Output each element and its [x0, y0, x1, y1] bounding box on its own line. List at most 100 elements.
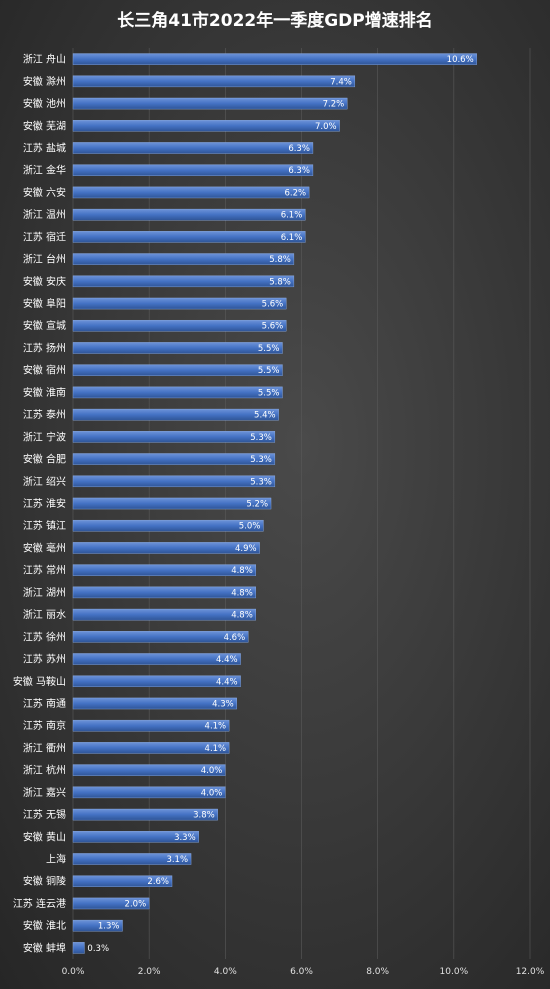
category-label: 安徽 六安 — [23, 186, 66, 199]
x-tick-label: 4.0% — [214, 967, 237, 977]
category-label: 安徽 合肥 — [23, 453, 66, 466]
bar — [72, 97, 348, 110]
bar — [72, 897, 150, 910]
data-label: 5.5% — [258, 388, 280, 398]
bar — [72, 675, 241, 688]
bar — [72, 186, 310, 199]
category-label: 浙江 衢州 — [23, 742, 66, 754]
category-label: 安徽 滁州 — [23, 75, 66, 88]
bar — [72, 53, 477, 65]
data-label: 5.4% — [254, 411, 276, 421]
data-label: 7.2% — [323, 100, 345, 110]
data-label: 7.4% — [330, 77, 352, 87]
data-label: 4.0% — [201, 766, 223, 776]
data-label: 4.0% — [201, 788, 223, 798]
data-label: 4.3% — [212, 699, 234, 709]
bar — [72, 475, 276, 488]
category-label: 江苏 常州 — [23, 564, 66, 577]
category-label: 安徽 安庆 — [23, 275, 66, 288]
data-label: 5.5% — [258, 344, 280, 354]
bar — [72, 608, 257, 621]
category-label: 安徽 亳州 — [23, 541, 66, 554]
data-label: 3.1% — [166, 855, 188, 865]
category-label: 浙江 嘉兴 — [23, 786, 66, 799]
data-label: 5.8% — [269, 277, 291, 287]
category-label: 安徽 阜阳 — [23, 297, 66, 310]
category-label: 江苏 南京 — [23, 719, 66, 732]
data-label: 4.8% — [231, 611, 253, 621]
bar — [72, 586, 257, 599]
bar — [72, 831, 199, 843]
x-tick-label: 10.0% — [440, 967, 469, 977]
bar — [72, 497, 272, 510]
category-label: 浙江 杭州 — [23, 764, 66, 777]
category-label: 江苏 南通 — [23, 697, 66, 710]
bar — [72, 764, 226, 776]
category-label: 江苏 徐州 — [23, 630, 66, 643]
data-label: 4.4% — [216, 655, 238, 665]
bar — [72, 431, 276, 443]
category-label: 江苏 扬州 — [23, 341, 66, 354]
x-tick-label: 6.0% — [290, 967, 313, 977]
bar — [72, 919, 123, 932]
data-label: 5.5% — [258, 366, 280, 376]
bar — [72, 75, 356, 88]
category-label: 浙江 绍兴 — [23, 475, 66, 488]
data-label: 5.6% — [262, 322, 284, 332]
category-label: 江苏 苏州 — [23, 653, 66, 666]
data-label: 5.8% — [269, 255, 291, 265]
category-label: 浙江 金华 — [23, 164, 66, 177]
category-label: 上海 — [46, 853, 66, 866]
bar — [72, 808, 218, 821]
bar — [72, 342, 283, 354]
x-axis-tick-labels: 0.0% 2.0% 4.0% 6.0% 8.0% 10.0% 12.0% — [62, 967, 545, 977]
bar — [72, 164, 314, 176]
data-label: 4.4% — [216, 677, 238, 687]
category-label: 江苏 泰州 — [23, 408, 66, 421]
bar — [72, 253, 295, 265]
data-label: 2.0% — [125, 899, 147, 909]
category-label: 浙江 台州 — [23, 253, 66, 266]
category-label: 安徽 铜陵 — [23, 875, 66, 888]
bar — [72, 408, 279, 421]
x-tick-label: 12.0% — [516, 967, 545, 977]
bar — [72, 364, 283, 376]
x-tick-label: 0.0% — [62, 967, 85, 977]
data-label: 10.6% — [447, 55, 474, 65]
bar — [72, 453, 276, 465]
category-label: 安徽 淮南 — [23, 386, 66, 399]
bar — [72, 542, 260, 554]
category-label: 浙江 宁波 — [23, 430, 66, 443]
category-label: 安徽 宣城 — [23, 319, 66, 332]
data-label: 3.3% — [174, 833, 196, 843]
x-tick-label: 8.0% — [366, 967, 389, 977]
bar — [72, 120, 340, 132]
category-label: 江苏 盐城 — [23, 141, 66, 154]
data-label: 5.6% — [262, 300, 284, 310]
data-label: 5.3% — [250, 477, 272, 487]
bar — [72, 719, 230, 732]
bar — [72, 386, 283, 399]
data-label: 1.3% — [98, 922, 120, 932]
bar — [72, 275, 295, 288]
bar — [72, 142, 314, 154]
data-label: 5.2% — [246, 500, 268, 510]
bar — [72, 519, 264, 532]
bar — [72, 653, 241, 665]
bar — [72, 697, 237, 710]
data-label: 4.9% — [235, 544, 257, 554]
category-label: 江苏 连云港 — [13, 897, 66, 910]
data-labels: 10.6% 7.4% 7.2% 7.0% 6.3% 6.3% 6.2% 6.1% 6.1% 5.8… — [87, 55, 473, 954]
category-label: 安徽 淮北 — [23, 919, 66, 932]
category-label: 江苏 宿迁 — [23, 230, 66, 243]
data-label: 4.1% — [205, 744, 227, 754]
category-label: 江苏 镇江 — [23, 519, 66, 532]
bar — [72, 319, 287, 332]
bar — [72, 297, 287, 310]
data-label: 6.3% — [288, 144, 310, 154]
x-tick-label: 2.0% — [138, 967, 161, 977]
data-label: 0.3% — [87, 944, 109, 954]
bar — [72, 231, 306, 243]
data-label: 6.1% — [281, 211, 303, 221]
category-label: 安徽 芜湖 — [23, 119, 66, 132]
